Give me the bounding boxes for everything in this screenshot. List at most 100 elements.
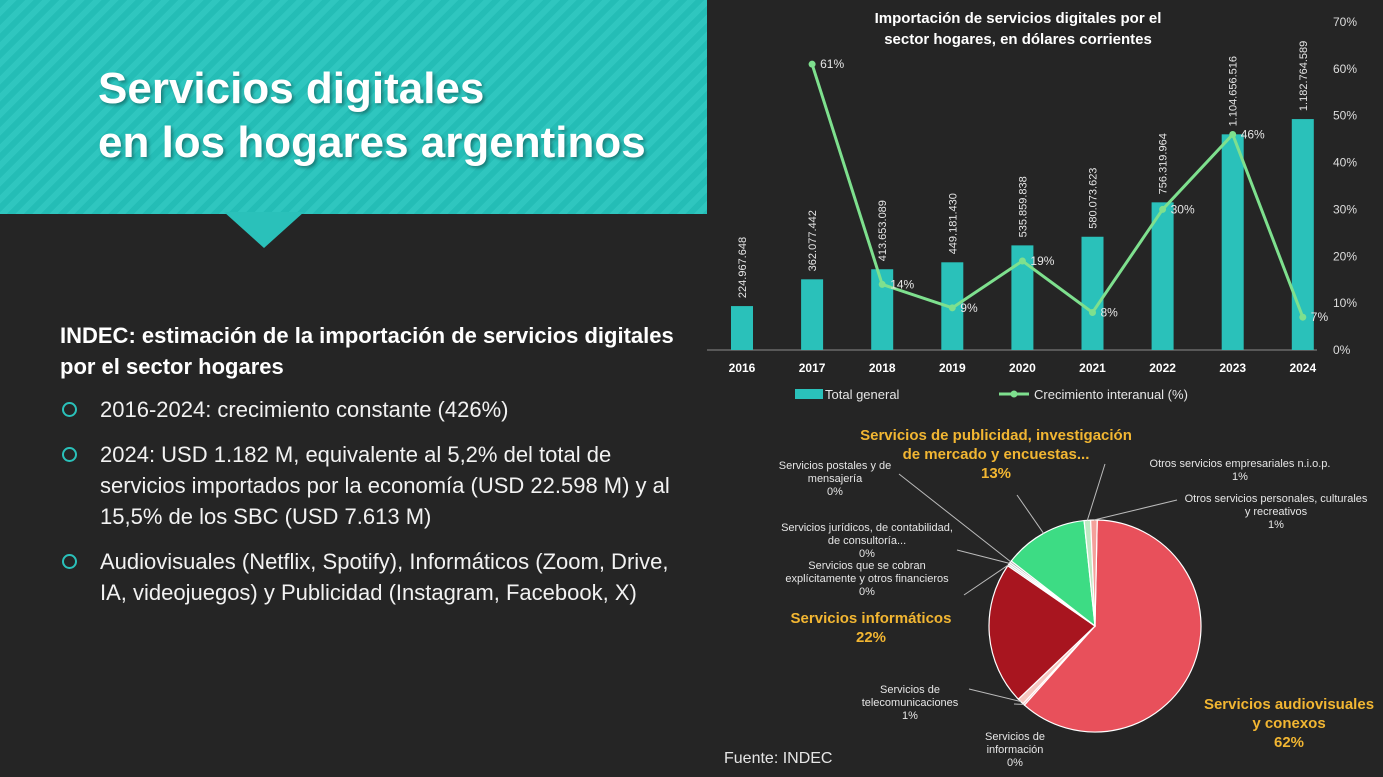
bar-value-label: 580.073.623: [1088, 168, 1100, 229]
chart-title-line2: sector hogares, en dólares corrientes: [884, 31, 1152, 48]
bar-value-label: 224.967.648: [737, 237, 749, 298]
pie-value-label: 0%: [859, 548, 875, 560]
growth-value-label: 30%: [1171, 202, 1195, 216]
bar-value-label: 756.319.964: [1158, 133, 1170, 194]
pie-value-label: 0%: [827, 486, 843, 498]
bar-line-chart: Importación de servicios digitales por e…: [707, 10, 1357, 402]
legend-line-label: Crecimiento interanual (%): [1034, 387, 1188, 402]
pie-category-label: y conexos: [1252, 715, 1325, 732]
bar-value-label: 362.077.442: [807, 210, 819, 271]
bar-value-label: 1.182.764.589: [1298, 41, 1310, 111]
chart-title-line1: Importación de servicios digitales por e…: [875, 10, 1162, 27]
pie-category-label: explícitamente y otros financieros: [785, 573, 949, 585]
growth-value-label: 14%: [890, 277, 914, 291]
pie-leader-line: [1016, 494, 1044, 534]
x-axis-tick-label: 2018: [869, 361, 896, 375]
legend-line-marker: [1010, 390, 1018, 398]
right-axis-tick-label: 70%: [1333, 15, 1357, 29]
pie-category-label: de mercado y encuestas...: [903, 446, 1090, 463]
banner-notch: [224, 212, 304, 248]
growth-point: [1299, 313, 1307, 321]
title-banner: [0, 0, 707, 214]
pie-value-label: 0%: [1007, 757, 1023, 769]
right-axis-tick-label: 30%: [1333, 202, 1357, 216]
x-axis-tick-label: 2016: [729, 361, 756, 375]
x-axis-tick-label: 2023: [1219, 361, 1246, 375]
pie-value-label: 1%: [1232, 471, 1248, 483]
pie-chart: Servicios audiovisuales y conexos 62% Servi…: [779, 427, 1374, 769]
growth-point: [1159, 205, 1167, 213]
bullet-text: 2024: USD 1.182 M, equivalente al 5,2% d…: [100, 442, 670, 529]
bullet-list: 2016-2024: crecimiento constante (426%) …: [60, 394, 700, 608]
bar-value-label: 449.181.430: [947, 193, 959, 254]
pie-value-label: 22%: [856, 629, 886, 646]
bar-total-general: [731, 306, 753, 350]
right-axis-tick-label: 50%: [1333, 109, 1357, 123]
growth-value-label: 9%: [960, 301, 978, 315]
pie-category-label: y recreativos: [1245, 506, 1308, 518]
bullet-text: Audiovisuales (Netflix, Spotify), Inform…: [100, 549, 669, 605]
content-block: INDEC: estimación de la importación de s…: [60, 320, 700, 622]
pie-value-label: 13%: [981, 465, 1011, 482]
pie-value-label: 1%: [902, 710, 918, 722]
bar-total-general: [1081, 236, 1104, 350]
pie-category-label: Servicios audiovisuales: [1204, 696, 1374, 713]
bar-value-label: 1.104.656.516: [1228, 56, 1240, 126]
pie-category-label: Otros servicios personales, culturales: [1185, 493, 1368, 505]
pie-category-label: mensajería: [808, 473, 863, 485]
growth-point: [878, 280, 886, 288]
pie-leader-line: [1093, 499, 1178, 521]
pie-slice: [988, 564, 1096, 700]
growth-value-label: 61%: [820, 57, 844, 71]
pie-category-label: de consultoría...: [828, 535, 906, 547]
growth-value-label: 46%: [1241, 127, 1265, 141]
circle-bullet-icon: [62, 554, 77, 569]
right-axis-tick-label: 40%: [1333, 156, 1357, 170]
slide-title-line2: en los hogares argentinos: [98, 118, 646, 167]
bullet-item: 2016-2024: crecimiento constante (426%): [60, 394, 700, 425]
pie-leader-line: [1086, 463, 1106, 521]
pie-value-label: 1%: [1268, 519, 1284, 531]
legend-bar-label: Total general: [825, 387, 900, 402]
slide-title: Servicios digitales en los hogares argen…: [98, 62, 646, 170]
subtitle: INDEC: estimación de la importación de s…: [60, 323, 674, 379]
bullet-text: 2016-2024: crecimiento constante (426%): [100, 397, 509, 422]
pie-leader-line: [963, 564, 1009, 596]
x-axis-tick-label: 2019: [939, 361, 966, 375]
growth-point: [1018, 257, 1026, 265]
right-axis-tick-label: 0%: [1333, 343, 1351, 357]
x-axis-tick-label: 2017: [799, 361, 826, 375]
pie-category-label: información: [987, 744, 1044, 756]
pie-category-label: telecomunicaciones: [862, 697, 959, 709]
slide-title-line1: Servicios digitales: [98, 64, 485, 113]
pie-leader-line: [968, 688, 1021, 702]
right-axis-tick-label: 60%: [1333, 62, 1357, 76]
source-note: Fuente: INDEC: [724, 750, 833, 767]
pie-category-label: Otros servicios empresariales n.i.o.p.: [1150, 458, 1331, 470]
legend-bar-swatch: [795, 389, 823, 399]
bar-total-general: [1291, 119, 1314, 351]
x-axis-tick-label: 2024: [1289, 361, 1316, 375]
pie-category-label: Servicios que se cobran: [808, 560, 925, 572]
pie-value-label: 62%: [1274, 734, 1304, 751]
pie-leader-line: [956, 549, 1010, 564]
bar-total-general: [1221, 134, 1244, 350]
bar-total-general: [1011, 245, 1034, 350]
x-axis-tick-label: 2022: [1149, 361, 1176, 375]
pie-category-label: Servicios postales y de: [779, 460, 892, 472]
circle-bullet-icon: [62, 447, 77, 462]
pie-leader-line: [898, 473, 1011, 563]
circle-bullet-icon: [62, 402, 77, 417]
growth-point: [1089, 309, 1096, 317]
bar-value-label: 535.859.838: [1017, 176, 1029, 237]
pie-slice: [1023, 519, 1202, 733]
x-axis-tick-label: 2020: [1009, 361, 1036, 375]
pie-category-label: Servicios jurídicos, de contabilidad,: [781, 522, 953, 534]
bullet-item: 2024: USD 1.182 M, equivalente al 5,2% d…: [60, 439, 700, 532]
bar-total-general: [871, 269, 894, 350]
pie-category-label: Servicios de: [880, 684, 940, 696]
bullet-item: Audiovisuales (Netflix, Spotify), Inform…: [60, 546, 700, 608]
pie-category-label: Servicios de: [985, 731, 1045, 743]
right-axis-tick-label: 20%: [1333, 249, 1357, 263]
growth-point: [1229, 130, 1237, 138]
